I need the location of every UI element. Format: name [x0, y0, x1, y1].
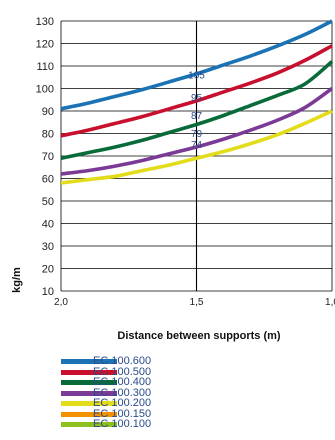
y-tick-label: 60: [42, 174, 54, 186]
x-tick-labels: 2,0 1,5 1,0: [54, 297, 335, 308]
y-tick-label: 100: [36, 84, 54, 96]
data-label: 79: [191, 129, 203, 140]
data-label: 105: [188, 70, 205, 81]
x-tick-label: 2,0: [54, 297, 68, 308]
legend-swatch: [61, 359, 117, 364]
series-line-ec-100-600: [60, 19, 333, 111]
legend-label: EC 100.100: [93, 418, 152, 430]
y-tick-label: 40: [42, 219, 54, 231]
legend-label: EC 100.150: [93, 407, 152, 420]
legend-swatch: [61, 390, 117, 396]
series-line-ec-100-200: [60, 109, 333, 185]
legend-swatch: [61, 380, 117, 385]
y-axis-title: kg/m: [11, 267, 23, 293]
legend-label: EC 100.300: [93, 386, 152, 399]
legend-swatch: [61, 411, 117, 417]
series-lines: [60, 19, 334, 185]
legend-swatch: [61, 401, 117, 406]
y-tick-label: 90: [42, 106, 54, 118]
series-line-ec-100-400: [60, 60, 334, 161]
x-tick-label: 1,0: [325, 297, 335, 308]
legend-label: EC 100.400: [93, 376, 152, 388]
legend-swatch: [61, 422, 117, 427]
grid: [60, 20, 333, 292]
legend-label: EC 100.500: [93, 365, 152, 378]
y-tick-label: 130: [36, 16, 54, 28]
y-tick-labels: 10 20 30 40 50 60 70 80 90 100 110 120 130: [36, 16, 54, 298]
y-tick-label: 10: [42, 286, 54, 298]
y-tick-label: 50: [42, 196, 54, 208]
data-label: 87: [191, 111, 203, 122]
y-tick-label: 30: [42, 241, 54, 253]
legend-label: EC 100.600: [93, 355, 152, 367]
y-tick-label: 70: [42, 151, 54, 163]
legend-swatch: [61, 369, 117, 375]
y-tick-label: 20: [42, 264, 54, 276]
legend-label: EC 100.200: [93, 397, 152, 409]
x-axis-title: Distance between supports (m): [117, 330, 281, 342]
series-line-ec-100-300: [60, 87, 334, 176]
data-label: 95: [191, 93, 203, 104]
series-line-ec-100-500: [60, 44, 333, 138]
data-label: 74: [191, 140, 203, 151]
y-tick-label: 110: [36, 61, 54, 73]
y-tick-label: 120: [36, 39, 54, 51]
x-tick-label: 1,5: [190, 297, 204, 308]
y-tick-label: 80: [42, 129, 54, 141]
